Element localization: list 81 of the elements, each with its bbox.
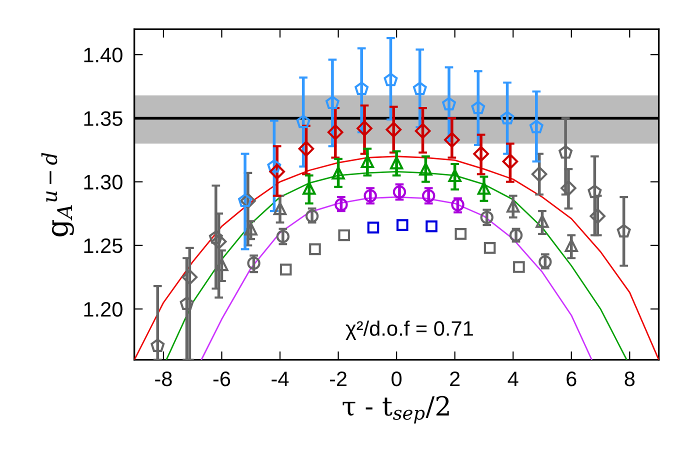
point [334,198,348,212]
point [471,100,486,114]
y-tick-label: 1.20 [84,302,122,317]
point [536,214,549,228]
point [419,162,432,176]
point [360,154,374,168]
x-tick-label: -6 [213,372,230,386]
y-tick-label: 1.40 [84,48,122,62]
point [414,123,431,139]
point [422,189,436,202]
point [280,264,292,276]
point [273,202,287,216]
point [210,234,227,250]
x-tick-label: 4 [508,372,518,386]
point [309,243,321,256]
point [150,338,165,352]
point [276,230,290,244]
point [269,164,286,180]
point [392,185,406,199]
x-tick-label: -4 [272,372,289,386]
point [384,72,398,86]
point [454,228,467,240]
point [238,194,252,207]
point [244,222,258,236]
point [444,132,460,148]
point [506,199,520,213]
point [364,189,377,202]
point [502,154,518,170]
point [298,140,314,157]
x-axis-title: τ - t$_{sep}$/2 [342,396,449,424]
point [305,210,319,223]
y-tick-label: 1.25 [84,238,122,254]
x-tick-label: -8 [155,372,172,386]
point [500,110,514,124]
x-tick-label: 6 [566,372,576,386]
point [296,114,310,128]
point [480,210,494,224]
point [215,258,228,272]
point [302,182,316,195]
point [448,168,462,182]
point [588,184,602,198]
annotation: χ²/d.o.f = 0.71 [346,320,473,340]
point [560,180,576,196]
point [367,222,380,234]
point [386,122,402,138]
point [529,120,544,134]
point [182,269,198,286]
point [473,146,489,162]
point [484,242,496,254]
point [616,224,631,238]
point [240,192,256,209]
x-tick-label: 2 [450,372,460,386]
point [538,255,552,269]
point [590,208,606,224]
point [247,256,260,270]
point [208,230,223,244]
point [267,159,282,173]
point [531,166,548,182]
point [390,156,404,170]
point [451,198,464,212]
y-tick-label: 1.30 [84,174,122,190]
y-axis-title: g$_{A}$$^{u−d}$ [41,152,74,236]
point [180,296,194,310]
point [477,182,491,195]
point [513,261,525,273]
point [332,166,345,180]
point [325,96,340,110]
point [426,220,438,232]
point [338,229,350,242]
point [327,124,344,140]
point [442,96,456,110]
point [354,82,369,96]
point [412,82,427,96]
x-tick-label: 0 [392,372,402,386]
point [564,238,578,252]
point [558,145,573,159]
x-tick-label: -2 [330,372,347,386]
x-tick-label: 8 [624,372,635,386]
point [396,219,408,231]
y-tick-label: 1.35 [84,111,122,126]
point [356,120,372,136]
